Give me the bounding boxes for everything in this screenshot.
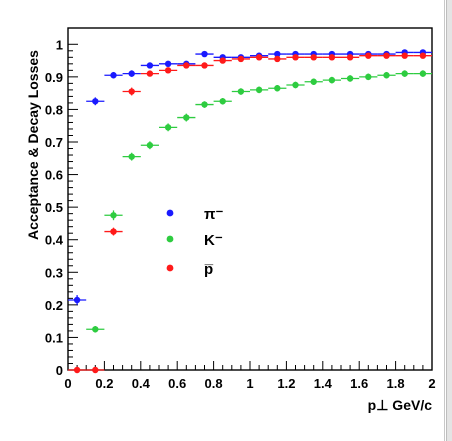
data-point bbox=[86, 366, 105, 374]
x-tick-label: 0.8 bbox=[205, 376, 223, 391]
data-point bbox=[122, 87, 141, 96]
data-point bbox=[377, 71, 396, 79]
data-point bbox=[359, 73, 378, 81]
data-point bbox=[104, 227, 123, 236]
x-axis-tick-labels: 0 0.2 0.4 0.6 0.8 1 1.2 1.4 1.6 1.8 2 bbox=[64, 376, 435, 391]
y-tick-label: 0.9 bbox=[45, 70, 63, 85]
y-tick-label: 0.6 bbox=[45, 168, 63, 183]
data-point bbox=[395, 52, 414, 59]
y-axis-label: Acceptance & Decay Losses bbox=[25, 50, 41, 240]
data-point bbox=[86, 97, 105, 106]
y-tick-label: 0.4 bbox=[45, 233, 64, 248]
data-point bbox=[304, 54, 323, 61]
x-tick-label: 1.6 bbox=[350, 376, 368, 391]
legend-marker bbox=[166, 264, 174, 272]
data-point bbox=[213, 57, 232, 64]
window-edge bbox=[446, 0, 452, 441]
data-point bbox=[413, 70, 432, 77]
y-tick-label: 0 bbox=[56, 363, 63, 378]
data-point bbox=[286, 54, 305, 61]
x-tick-label: 0.2 bbox=[95, 376, 113, 391]
data-point bbox=[286, 81, 305, 89]
data-point bbox=[159, 123, 178, 132]
data-point bbox=[304, 78, 323, 85]
data-point bbox=[195, 62, 214, 69]
legend-label: π⁻ bbox=[204, 206, 223, 223]
data-point bbox=[104, 71, 123, 79]
y-tick-label: 0.1 bbox=[45, 330, 63, 345]
data-point bbox=[377, 52, 396, 59]
data-point bbox=[140, 141, 159, 150]
data-point bbox=[159, 60, 178, 68]
data-point bbox=[140, 62, 159, 69]
data-point bbox=[177, 62, 196, 69]
data-point bbox=[86, 326, 105, 333]
data-point bbox=[322, 54, 341, 61]
data-point bbox=[250, 54, 269, 61]
x-tick-label: 1 bbox=[246, 376, 253, 391]
x-tick-label: 1.4 bbox=[314, 376, 333, 391]
x-tick-label: 0.4 bbox=[132, 376, 151, 391]
y-tick-label: 0.3 bbox=[45, 265, 63, 280]
y-tick-label: 1 bbox=[56, 37, 63, 52]
y-tick-label: 0.5 bbox=[45, 200, 63, 215]
x-tick-label: 0.6 bbox=[168, 376, 186, 391]
data-point bbox=[195, 50, 214, 58]
x-tick-label: 2 bbox=[428, 376, 435, 391]
y-axis-ticks bbox=[68, 43, 78, 371]
legend-label: p̅ bbox=[204, 261, 214, 278]
x-axis-ticks bbox=[67, 361, 433, 370]
series-0 bbox=[68, 49, 432, 305]
data-point bbox=[122, 152, 141, 161]
data-point bbox=[413, 52, 432, 59]
legend-label: K⁻ bbox=[204, 232, 223, 249]
data-point bbox=[177, 113, 196, 122]
y-tick-label: 0.2 bbox=[45, 298, 63, 313]
data-point bbox=[268, 50, 287, 58]
legend-marker bbox=[166, 209, 174, 217]
series-1 bbox=[86, 70, 432, 333]
data-point bbox=[68, 366, 87, 374]
data-point bbox=[322, 76, 341, 84]
legend: π⁻ K⁻ p̅ bbox=[166, 206, 223, 278]
data-point bbox=[122, 70, 141, 77]
data-point bbox=[359, 52, 378, 59]
data-point bbox=[395, 70, 414, 77]
data-point bbox=[341, 54, 360, 61]
data-point bbox=[68, 295, 87, 305]
data-series bbox=[68, 49, 432, 374]
data-point bbox=[231, 55, 250, 63]
x-tick-label: 1.2 bbox=[277, 376, 295, 391]
y-tick-label: 0.7 bbox=[45, 135, 63, 150]
data-point bbox=[250, 86, 269, 94]
data-point bbox=[140, 70, 159, 77]
series-2 bbox=[68, 52, 432, 374]
data-point bbox=[213, 98, 232, 105]
data-point bbox=[104, 210, 123, 221]
legend-marker bbox=[166, 235, 174, 243]
data-point bbox=[341, 75, 360, 82]
plot-frame bbox=[67, 27, 433, 371]
data-point bbox=[268, 85, 287, 92]
x-tick-label: 0 bbox=[64, 376, 71, 391]
y-tick-label: 0.8 bbox=[45, 102, 63, 117]
data-point bbox=[195, 101, 214, 108]
x-tick-label: 1.8 bbox=[387, 376, 405, 391]
data-point bbox=[268, 55, 287, 63]
data-point bbox=[231, 88, 250, 95]
data-point bbox=[159, 67, 178, 74]
y-axis-tick-labels: 0 0.1 0.2 0.3 0.4 0.5 0.6 0.7 0.8 0.9 1 bbox=[45, 37, 64, 378]
x-axis-label: p⊥ GeV/c bbox=[368, 397, 433, 413]
